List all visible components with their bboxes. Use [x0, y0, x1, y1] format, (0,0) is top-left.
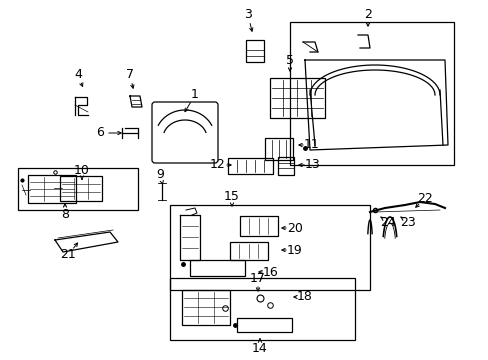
Text: 5: 5	[285, 54, 293, 67]
Bar	[240, 216, 278, 236]
Bar	[269, 78, 325, 118]
Text: 10: 10	[74, 163, 90, 176]
Text: 11: 11	[304, 139, 319, 152]
Text: 20: 20	[286, 221, 303, 234]
Bar	[264, 138, 292, 160]
Text: 17: 17	[249, 271, 265, 284]
Bar	[60, 176, 102, 201]
Bar	[28, 175, 76, 203]
Text: 22: 22	[416, 192, 432, 204]
Text: 7: 7	[126, 68, 134, 81]
Text: 8: 8	[61, 208, 69, 221]
Text: 14: 14	[252, 342, 267, 355]
Bar	[245, 40, 264, 62]
Text: 9: 9	[156, 168, 163, 181]
Bar	[190, 260, 244, 276]
Bar	[170, 278, 354, 340]
Text: 13: 13	[305, 158, 320, 171]
Text: 24: 24	[379, 216, 395, 229]
Text: 2: 2	[364, 9, 371, 22]
Text: 3: 3	[244, 9, 251, 22]
Bar	[289, 22, 453, 165]
Text: 16: 16	[263, 266, 278, 279]
Text: 18: 18	[296, 291, 312, 303]
Bar	[229, 242, 267, 260]
Text: 12: 12	[210, 158, 225, 171]
Text: 1: 1	[191, 89, 199, 102]
Bar	[182, 290, 229, 325]
Bar	[170, 205, 369, 290]
Bar	[227, 158, 272, 174]
Text: 19: 19	[286, 243, 302, 256]
Bar	[278, 157, 293, 175]
Text: 23: 23	[399, 216, 415, 229]
Text: 6: 6	[96, 126, 104, 139]
Text: 4: 4	[74, 68, 82, 81]
Bar	[237, 318, 291, 332]
Text: 15: 15	[224, 189, 240, 202]
Bar	[18, 168, 138, 210]
Text: 21: 21	[60, 248, 76, 261]
